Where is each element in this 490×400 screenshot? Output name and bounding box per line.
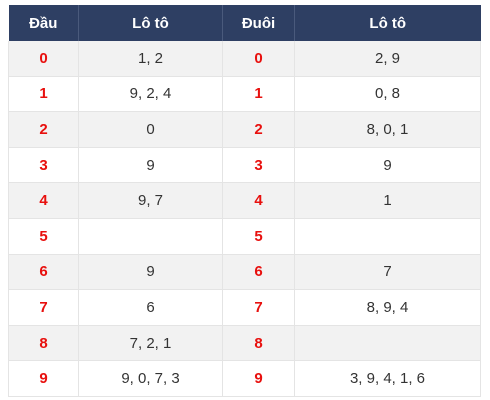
table-header: Đầu Lô tô Đuôi Lô tô: [8, 5, 481, 41]
dau-digit: 8: [8, 325, 79, 362]
table-row: 1 9, 2, 4 1 0, 8: [8, 76, 481, 113]
dau-loto-values: 0: [78, 111, 223, 148]
header-dau: Đầu: [8, 5, 79, 41]
duoi-digit: 9: [222, 360, 295, 397]
header-loto-duoi: Lô tô: [294, 5, 481, 41]
header-duoi: Đuôi: [222, 5, 295, 41]
duoi-loto-values: 8, 0, 1: [294, 111, 481, 148]
dau-loto-values: [78, 218, 223, 255]
header-loto-dau: Lô tô: [78, 5, 223, 41]
table-row: 6 9 6 7: [8, 254, 481, 291]
dau-digit: 5: [8, 218, 79, 255]
dau-digit: 0: [8, 41, 79, 77]
table-row: 4 9, 7 4 1: [8, 182, 481, 219]
duoi-digit: 8: [222, 325, 295, 362]
table-row: 0 1, 2 0 2, 9: [8, 41, 481, 77]
dau-loto-values: 9: [78, 254, 223, 291]
header-row: Đầu Lô tô Đuôi Lô tô: [8, 5, 481, 41]
dau-loto-values: 1, 2: [78, 41, 223, 77]
duoi-digit: 2: [222, 111, 295, 148]
dau-digit: 4: [8, 182, 79, 219]
duoi-digit: 0: [222, 41, 295, 77]
dau-loto-values: 7, 2, 1: [78, 325, 223, 362]
table-body: 0 1, 2 0 2, 9 1 9, 2, 4 1 0, 8 2 0 2 8, …: [8, 41, 481, 397]
dau-loto-values: 9, 0, 7, 3: [78, 360, 223, 397]
dau-loto-values: 9, 2, 4: [78, 76, 223, 113]
table-row: 5 5: [8, 218, 481, 255]
table-row: 7 6 7 8, 9, 4: [8, 289, 481, 326]
table-row: 9 9, 0, 7, 3 9 3, 9, 4, 1, 6: [8, 360, 481, 397]
table-row: 3 9 3 9: [8, 147, 481, 184]
duoi-loto-values: 9: [294, 147, 481, 184]
dau-loto-values: 6: [78, 289, 223, 326]
duoi-loto-values: 0, 8: [294, 76, 481, 113]
dau-digit: 1: [8, 76, 79, 113]
duoi-loto-values: 1: [294, 182, 481, 219]
duoi-loto-values: 7: [294, 254, 481, 291]
duoi-loto-values: 3, 9, 4, 1, 6: [294, 360, 481, 397]
table-row: 2 0 2 8, 0, 1: [8, 111, 481, 148]
duoi-digit: 7: [222, 289, 295, 326]
duoi-digit: 3: [222, 147, 295, 184]
dau-digit: 6: [8, 254, 79, 291]
dau-loto-values: 9, 7: [78, 182, 223, 219]
table-row: 8 7, 2, 1 8: [8, 325, 481, 362]
dau-digit: 2: [8, 111, 79, 148]
dau-loto-values: 9: [78, 147, 223, 184]
duoi-digit: 4: [222, 182, 295, 219]
dau-digit: 3: [8, 147, 79, 184]
loto-table: Đầu Lô tô Đuôi Lô tô 0 1, 2 0 2, 9 1 9, …: [8, 5, 481, 397]
dau-digit: 9: [8, 360, 79, 397]
duoi-digit: 5: [222, 218, 295, 255]
duoi-digit: 6: [222, 254, 295, 291]
duoi-loto-values: 8, 9, 4: [294, 289, 481, 326]
duoi-loto-values: 2, 9: [294, 41, 481, 77]
duoi-loto-values: [294, 218, 481, 255]
duoi-digit: 1: [222, 76, 295, 113]
dau-digit: 7: [8, 289, 79, 326]
duoi-loto-values: [294, 325, 481, 362]
